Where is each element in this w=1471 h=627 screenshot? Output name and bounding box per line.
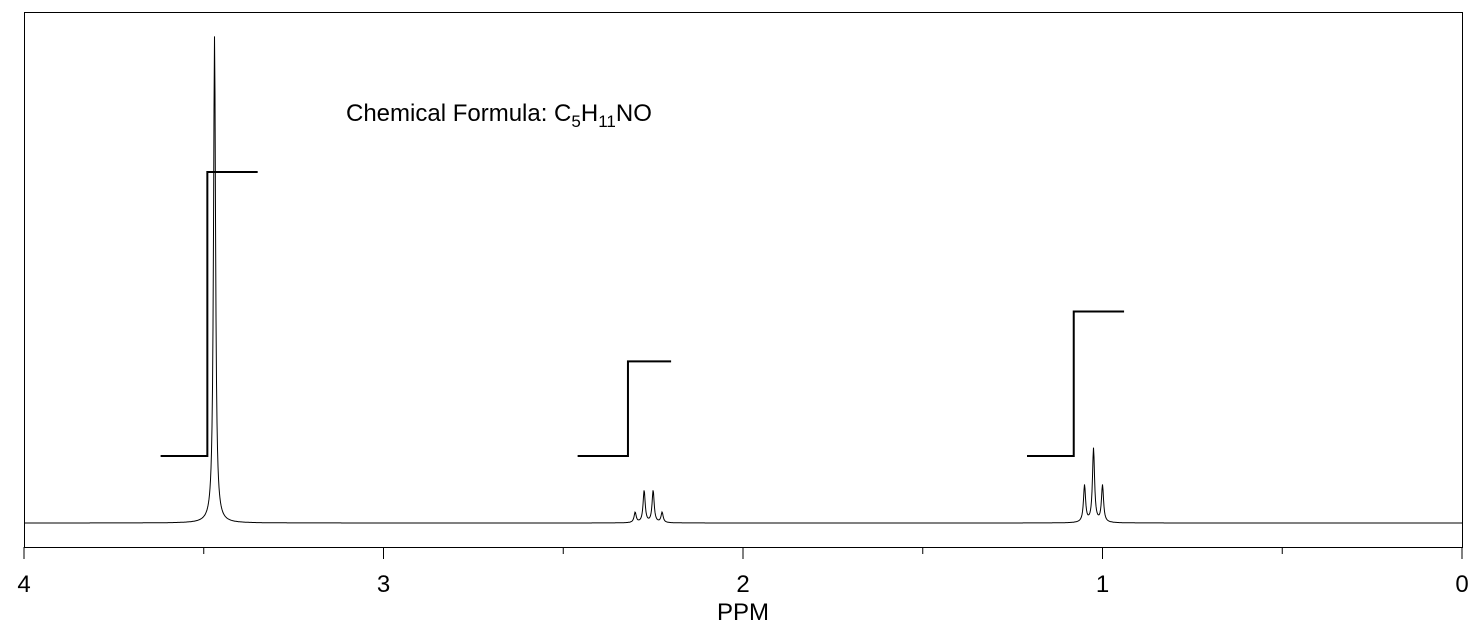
integral-curves — [160, 171, 1125, 457]
x-axis-ticks — [23, 547, 1463, 559]
formula-suffix: NO — [616, 100, 652, 127]
plot-frame — [24, 12, 1463, 548]
x-tick-label: 3 — [377, 571, 390, 598]
x-axis-tick-labels: 4 3 2 1 0 — [17, 571, 1468, 598]
chemical-formula-annotation: Chemical Formula: C5H11NO — [346, 100, 652, 131]
formula-h: H — [581, 100, 598, 127]
integral-curve — [1027, 310, 1125, 457]
x-tick-label: 0 — [1455, 571, 1468, 598]
x-axis-label: PPM — [717, 599, 769, 626]
x-tick-label: 4 — [17, 571, 30, 598]
x-tick-label: 2 — [736, 571, 749, 598]
integral-curve — [577, 360, 672, 457]
formula-subscript-h: 11 — [598, 112, 616, 131]
spectrum-line — [24, 36, 1462, 524]
integral-curve — [160, 171, 258, 457]
formula-subscript-c: 5 — [571, 112, 580, 131]
formula-prefix: Chemical Formula: C — [346, 100, 571, 127]
x-tick-label: 1 — [1096, 571, 1109, 598]
